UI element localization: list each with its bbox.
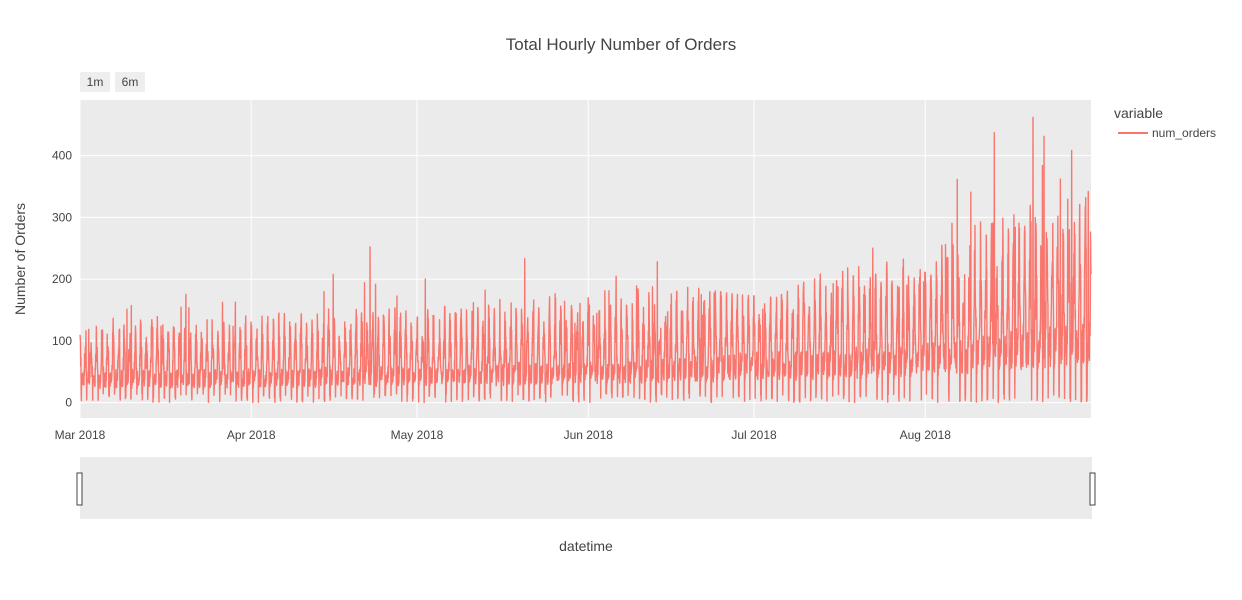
range-slider-handle-left[interactable] xyxy=(76,472,83,506)
x-axis-title: datetime xyxy=(559,538,613,554)
series-num-orders xyxy=(79,116,1092,404)
y-tick-label: 0 xyxy=(65,396,72,410)
range-button-1m[interactable]: 1m xyxy=(80,72,110,92)
range-slider-track[interactable] xyxy=(80,457,1092,519)
range-selector: 1m 6m xyxy=(80,72,145,92)
range-slider-handle-right[interactable] xyxy=(1089,472,1096,506)
x-tick-label: Jul 2018 xyxy=(731,428,777,442)
series-line-num-orders[interactable] xyxy=(79,116,1092,404)
y-tick-label: 200 xyxy=(52,272,72,286)
chart-title: Total Hourly Number of Orders xyxy=(506,35,737,54)
x-tick-label: Jun 2018 xyxy=(564,428,614,442)
range-button-label: 6m xyxy=(122,75,139,89)
range-button-bg xyxy=(115,72,145,92)
x-tick-label: Apr 2018 xyxy=(227,428,276,442)
range-button-6m[interactable]: 6m xyxy=(115,72,145,92)
legend-title: variable xyxy=(1114,105,1163,121)
range-button-bg xyxy=(80,72,110,92)
gridlines xyxy=(79,100,1091,418)
range-button-label: 1m xyxy=(87,75,104,89)
x-tick-label: May 2018 xyxy=(391,428,444,442)
x-tick-label: Mar 2018 xyxy=(55,428,106,442)
x-tick-label: Aug 2018 xyxy=(900,428,952,442)
legend-item-num-orders[interactable]: num_orders xyxy=(1118,126,1216,140)
legend-label: num_orders xyxy=(1152,126,1216,140)
x-axis-ticks: Mar 2018 Apr 2018 May 2018 Jun 2018 Jul 2018… xyxy=(55,428,952,442)
y-axis-title: Number of Orders xyxy=(12,203,28,315)
legend: variable num_orders xyxy=(1114,105,1216,140)
y-axis-ticks: 0 100 200 300 400 xyxy=(52,149,72,410)
y-tick-label: 400 xyxy=(52,149,72,163)
y-tick-label: 300 xyxy=(52,210,72,224)
range-slider xyxy=(76,457,1096,519)
y-tick-label: 100 xyxy=(52,334,72,348)
